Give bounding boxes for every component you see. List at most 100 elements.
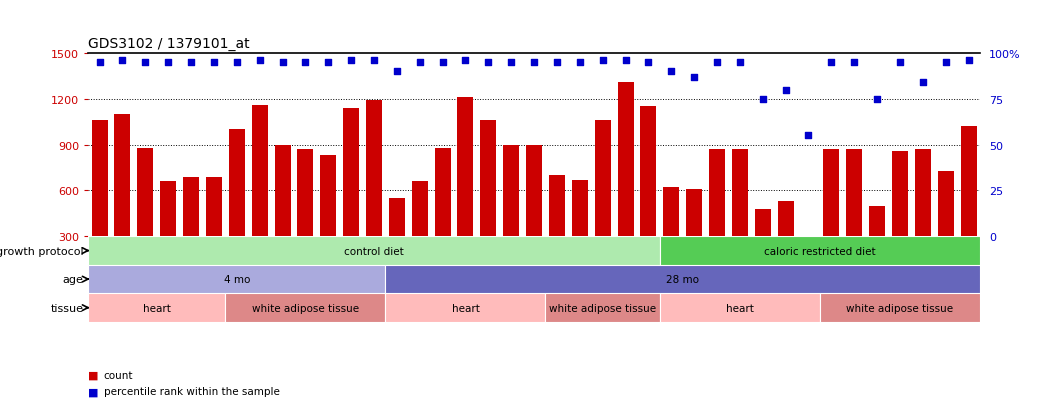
Bar <box>91 121 108 237</box>
Bar <box>435 148 451 237</box>
Bar <box>709 150 725 237</box>
Text: heart: heart <box>143 303 171 313</box>
Text: growth protocol: growth protocol <box>0 246 84 256</box>
Point <box>503 59 520 66</box>
Point <box>457 58 474 64</box>
Bar <box>660 294 820 322</box>
Bar <box>571 180 588 237</box>
Bar <box>480 121 497 237</box>
Text: heart: heart <box>451 303 479 313</box>
Bar <box>114 115 131 237</box>
Point <box>731 59 748 66</box>
Point <box>708 59 725 66</box>
Point <box>778 87 794 94</box>
Bar <box>820 294 980 322</box>
Text: white adipose tissue: white adipose tissue <box>846 303 953 313</box>
Bar <box>664 188 679 237</box>
Text: white adipose tissue: white adipose tissue <box>550 303 656 313</box>
Point <box>205 59 222 66</box>
Point <box>251 58 268 64</box>
Bar <box>869 206 885 237</box>
Bar <box>526 146 542 237</box>
Point <box>343 58 360 64</box>
Bar <box>412 182 427 237</box>
Bar <box>617 83 634 237</box>
Bar <box>457 98 474 237</box>
Text: white adipose tissue: white adipose tissue <box>252 303 359 313</box>
Point <box>228 59 245 66</box>
Text: age: age <box>63 275 84 285</box>
Point <box>366 58 383 64</box>
Bar <box>641 107 656 237</box>
Bar <box>686 190 702 237</box>
Text: percentile rank within the sample: percentile rank within the sample <box>104 387 280 396</box>
Bar <box>386 294 545 322</box>
Bar <box>660 237 980 265</box>
Point <box>183 59 199 66</box>
Point <box>937 59 954 66</box>
Point <box>594 58 611 64</box>
Bar <box>778 202 793 237</box>
Point <box>389 69 405 75</box>
Point <box>640 59 656 66</box>
Text: 28 mo: 28 mo <box>666 275 699 285</box>
Bar <box>137 149 153 237</box>
Point <box>549 59 565 66</box>
Point <box>412 59 428 66</box>
Point <box>846 59 863 66</box>
Point <box>663 69 679 75</box>
Bar <box>549 176 565 237</box>
Bar <box>915 150 931 237</box>
Bar <box>88 237 660 265</box>
Point <box>274 59 290 66</box>
Bar <box>732 150 748 237</box>
Bar <box>386 265 980 294</box>
Bar <box>343 109 359 237</box>
Bar <box>320 156 336 237</box>
Text: tissue: tissue <box>51 303 84 313</box>
Point <box>160 59 176 66</box>
Point <box>915 80 931 86</box>
Bar <box>389 199 404 237</box>
Bar <box>160 182 176 237</box>
Text: caloric restricted diet: caloric restricted diet <box>764 246 875 256</box>
Bar <box>229 130 245 237</box>
Bar <box>755 209 770 237</box>
Point <box>960 58 977 64</box>
Point <box>137 59 153 66</box>
Point <box>435 59 451 66</box>
Text: heart: heart <box>726 303 754 313</box>
Point <box>91 59 108 66</box>
Bar <box>88 294 225 322</box>
Bar <box>846 150 862 237</box>
Bar <box>275 145 290 237</box>
Text: GDS3102 / 1379101_at: GDS3102 / 1379101_at <box>88 37 250 51</box>
Bar <box>298 150 313 237</box>
Text: ■: ■ <box>88 370 99 380</box>
Bar <box>503 145 520 237</box>
Point <box>685 74 702 81</box>
Text: control diet: control diet <box>344 246 403 256</box>
Point <box>297 59 313 66</box>
Text: 4 mo: 4 mo <box>224 275 250 285</box>
Point <box>755 96 772 103</box>
Point <box>801 133 817 139</box>
Bar <box>545 294 660 322</box>
Bar <box>252 106 268 237</box>
Point <box>617 58 634 64</box>
Point <box>320 59 337 66</box>
Bar <box>88 265 386 294</box>
Point <box>892 59 908 66</box>
Bar <box>206 177 222 237</box>
Point <box>571 59 588 66</box>
Bar <box>366 101 382 237</box>
Point <box>526 59 542 66</box>
Text: ■: ■ <box>88 387 99 396</box>
Bar <box>801 237 816 252</box>
Point <box>823 59 840 66</box>
Bar <box>184 177 199 237</box>
Bar <box>594 121 611 237</box>
Point <box>869 96 886 103</box>
Text: count: count <box>104 370 133 380</box>
Point <box>114 58 131 64</box>
